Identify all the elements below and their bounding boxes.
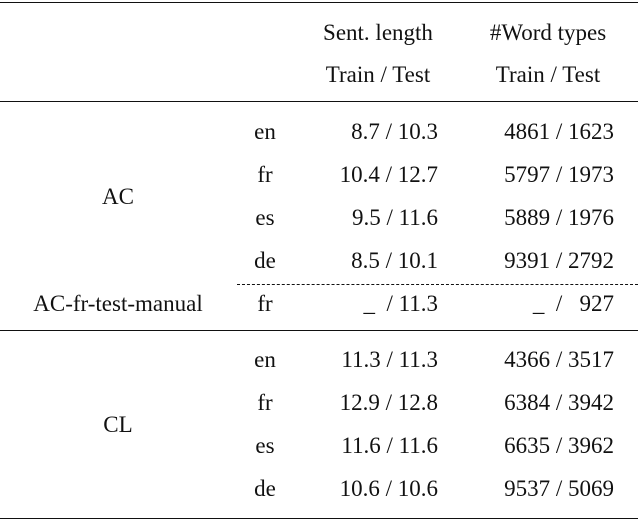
- language-cell: es: [255, 205, 275, 230]
- word-types-cell: 9537 / 5069: [504, 476, 614, 501]
- sent-length-cell: 11.6 / 11.6: [341, 433, 438, 458]
- language-cell: en: [254, 347, 276, 372]
- top-rule: [0, 2, 638, 3]
- sent-length-cell: _ / 11.3: [363, 291, 438, 316]
- group-label: AC: [102, 183, 134, 209]
- header-rule: [0, 101, 638, 102]
- sent-length-cell: 8.5 / 10.1: [351, 248, 438, 273]
- group-label: CL: [103, 411, 133, 437]
- sent-length-cell: 12.9 / 12.8: [339, 390, 438, 415]
- word-types-cell: 5889 / 1976: [504, 205, 614, 230]
- word-types-cell: 6635 / 3962: [504, 433, 614, 458]
- column-subheader: Train / Test: [325, 62, 431, 87]
- language-cell: de: [254, 248, 276, 273]
- sent-length-cell: 11.3 / 11.3: [341, 347, 438, 372]
- language-cell: fr: [257, 162, 273, 187]
- word-types-cell: 5797 / 1973: [504, 162, 614, 187]
- column-subheader: Train / Test: [495, 62, 601, 87]
- word-types-cell: 4366 / 3517: [504, 347, 614, 372]
- language-cell: en: [254, 119, 276, 144]
- sent-length-cell: 10.6 / 10.6: [339, 476, 438, 501]
- sent-length-cell: 10.4 / 12.7: [339, 162, 438, 187]
- language-cell: es: [255, 433, 275, 458]
- sent-length-cell: 9.5 / 11.6: [351, 205, 438, 230]
- word-types-cell: _ / 927: [532, 291, 614, 316]
- word-types-cell: 4861 / 1623: [504, 119, 614, 144]
- language-cell: fr: [257, 390, 273, 415]
- column-header: #Word types: [489, 20, 607, 45]
- language-cell: de: [254, 476, 276, 501]
- bottom-rule: [0, 518, 638, 519]
- word-types-cell: 6384 / 3942: [504, 390, 614, 415]
- column-header: Sent. length: [323, 20, 433, 45]
- language-cell: fr: [257, 291, 273, 316]
- word-types-cell: 9391 / 2792: [504, 248, 614, 273]
- group-label: AC-fr-test-manual: [33, 291, 203, 316]
- dashed-rule: [237, 284, 638, 285]
- group-rule: [0, 330, 638, 331]
- sent-length-cell: 8.7 / 10.3: [351, 119, 438, 144]
